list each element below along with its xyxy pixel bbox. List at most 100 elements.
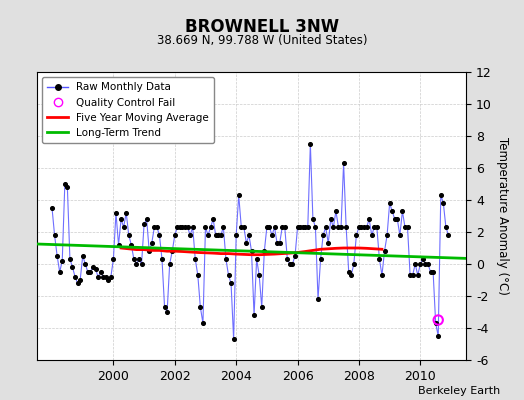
Point xyxy=(63,184,72,190)
Point xyxy=(337,224,345,230)
Point xyxy=(334,224,343,230)
Point xyxy=(178,224,187,230)
Point xyxy=(81,261,90,267)
Point xyxy=(427,269,435,275)
Point xyxy=(270,224,279,230)
Point xyxy=(260,248,268,254)
Point xyxy=(160,304,169,310)
Point xyxy=(50,232,59,238)
Point xyxy=(344,269,353,275)
Point xyxy=(373,224,381,230)
Point xyxy=(306,141,314,147)
Point xyxy=(163,309,171,315)
Point xyxy=(58,258,67,264)
Point xyxy=(340,160,348,166)
Point xyxy=(104,277,113,283)
Point xyxy=(76,277,84,283)
Text: BROWNELL 3NW: BROWNELL 3NW xyxy=(185,18,339,36)
Point xyxy=(319,232,328,238)
Point xyxy=(209,216,217,222)
Point xyxy=(403,224,412,230)
Point xyxy=(112,210,120,216)
Point xyxy=(148,240,156,246)
Point xyxy=(145,248,154,254)
Point xyxy=(117,216,125,222)
Point xyxy=(367,232,376,238)
Point xyxy=(311,224,320,230)
Point xyxy=(191,256,200,262)
Point xyxy=(365,216,374,222)
Y-axis label: Temperature Anomaly (°C): Temperature Anomaly (°C) xyxy=(496,137,509,295)
Point xyxy=(84,269,92,275)
Point xyxy=(352,232,361,238)
Legend: Raw Monthly Data, Quality Control Fail, Five Year Moving Average, Long-Term Tren: Raw Monthly Data, Quality Control Fail, … xyxy=(42,77,214,143)
Point xyxy=(186,232,194,238)
Point xyxy=(299,224,307,230)
Point xyxy=(94,274,102,280)
Point xyxy=(79,253,87,259)
Point xyxy=(239,224,248,230)
Point xyxy=(316,256,325,262)
Point xyxy=(204,232,212,238)
Point xyxy=(439,200,447,206)
Point xyxy=(424,261,432,267)
Point xyxy=(293,224,302,230)
Point xyxy=(429,269,438,275)
Point xyxy=(199,320,207,326)
Point xyxy=(383,232,391,238)
Point xyxy=(168,248,177,254)
Point xyxy=(357,224,366,230)
Point xyxy=(265,224,274,230)
Point xyxy=(286,261,294,267)
Point xyxy=(212,232,220,238)
Point xyxy=(342,224,351,230)
Point xyxy=(413,272,422,278)
Point xyxy=(291,253,299,259)
Point xyxy=(378,272,386,278)
Point xyxy=(181,224,189,230)
Point xyxy=(242,240,250,246)
Point xyxy=(326,216,335,222)
Point xyxy=(434,333,442,339)
Point xyxy=(119,224,128,230)
Point xyxy=(245,232,253,238)
Point xyxy=(247,248,256,254)
Point xyxy=(303,224,312,230)
Point xyxy=(409,272,417,278)
Point xyxy=(152,224,161,230)
Point xyxy=(230,336,238,342)
Point xyxy=(135,256,143,262)
Point xyxy=(288,261,297,267)
Point xyxy=(201,224,210,230)
Point xyxy=(375,256,384,262)
Point xyxy=(96,269,105,275)
Point xyxy=(406,272,414,278)
Point xyxy=(390,216,399,222)
Point xyxy=(189,224,197,230)
Point xyxy=(48,205,56,211)
Point xyxy=(176,224,184,230)
Point xyxy=(314,296,322,302)
Point xyxy=(355,224,363,230)
Text: 38.669 N, 99.788 W (United States): 38.669 N, 99.788 W (United States) xyxy=(157,34,367,47)
Point xyxy=(166,261,174,267)
Point xyxy=(114,242,123,248)
Point xyxy=(255,272,264,278)
Point xyxy=(71,274,79,280)
Point xyxy=(442,224,450,230)
Point xyxy=(250,312,258,318)
Point xyxy=(296,224,304,230)
Point xyxy=(278,224,287,230)
Point xyxy=(268,232,276,238)
Point xyxy=(235,192,243,198)
Point xyxy=(421,261,430,267)
Point xyxy=(280,224,289,230)
Point xyxy=(53,253,61,259)
Point xyxy=(276,240,284,246)
Point xyxy=(137,261,146,267)
Point xyxy=(89,264,97,270)
Point xyxy=(68,264,77,270)
Point xyxy=(219,224,227,230)
Point xyxy=(360,224,368,230)
Point xyxy=(129,256,138,262)
